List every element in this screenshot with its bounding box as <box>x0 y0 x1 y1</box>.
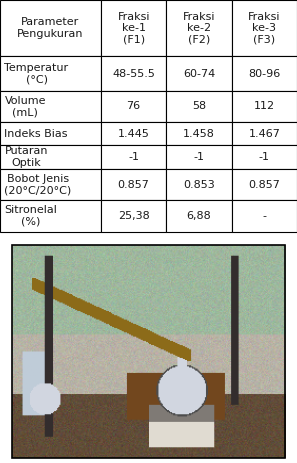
Text: Temperatur
(°C): Temperatur (°C) <box>4 63 69 84</box>
Bar <box>166 122 232 145</box>
Bar <box>232 56 297 91</box>
Text: 25,38: 25,38 <box>118 211 149 221</box>
Bar <box>0 122 101 145</box>
Bar <box>101 145 166 169</box>
Text: -1: -1 <box>259 152 270 162</box>
Text: 1.445: 1.445 <box>118 129 150 139</box>
Text: Fraksi
ke-2
(F2): Fraksi ke-2 (F2) <box>183 12 215 45</box>
Text: 58: 58 <box>192 101 206 112</box>
Text: 60-74: 60-74 <box>183 69 215 79</box>
Bar <box>166 91 232 122</box>
Bar <box>101 122 166 145</box>
Text: -1: -1 <box>128 152 139 162</box>
Text: 0.853: 0.853 <box>183 180 215 189</box>
Bar <box>101 56 166 91</box>
Bar <box>232 169 297 200</box>
Bar <box>0 56 101 91</box>
Bar <box>166 200 232 232</box>
Bar <box>166 0 232 56</box>
Bar <box>166 169 232 200</box>
Bar <box>101 169 166 200</box>
Text: -: - <box>262 211 266 221</box>
Bar <box>101 200 166 232</box>
Text: 76: 76 <box>127 101 141 112</box>
Bar <box>0 0 101 56</box>
Text: 48-55.5: 48-55.5 <box>112 69 155 79</box>
Bar <box>0 169 101 200</box>
Text: 1.467: 1.467 <box>248 129 280 139</box>
Text: Fraksi
ke-3
(F3): Fraksi ke-3 (F3) <box>248 12 281 45</box>
Bar <box>232 145 297 169</box>
Text: Bobot Jenis
(20°C/20°C): Bobot Jenis (20°C/20°C) <box>4 174 72 195</box>
Bar <box>232 91 297 122</box>
Text: Fraksi
ke-1
(F1): Fraksi ke-1 (F1) <box>117 12 150 45</box>
Text: 80-96: 80-96 <box>248 69 280 79</box>
Text: Volume
(mL): Volume (mL) <box>4 95 46 117</box>
Text: Putaran
Optik: Putaran Optik <box>4 146 48 168</box>
Text: 6,88: 6,88 <box>187 211 211 221</box>
Bar <box>232 122 297 145</box>
Bar <box>0 91 101 122</box>
Text: Sitronelal
(%): Sitronelal (%) <box>4 205 57 227</box>
Bar <box>0 200 101 232</box>
Text: Indeks Bias: Indeks Bias <box>4 129 68 139</box>
Text: 0.857: 0.857 <box>118 180 150 189</box>
Bar <box>166 145 232 169</box>
Bar <box>0 145 101 169</box>
Bar <box>101 0 166 56</box>
Text: Parameter
Pengukuran: Parameter Pengukuran <box>17 17 84 39</box>
Text: 1.458: 1.458 <box>183 129 215 139</box>
Text: 0.857: 0.857 <box>248 180 280 189</box>
Bar <box>232 200 297 232</box>
Bar <box>101 91 166 122</box>
Text: -1: -1 <box>193 152 205 162</box>
Bar <box>232 0 297 56</box>
Text: 112: 112 <box>254 101 275 112</box>
Bar <box>166 56 232 91</box>
